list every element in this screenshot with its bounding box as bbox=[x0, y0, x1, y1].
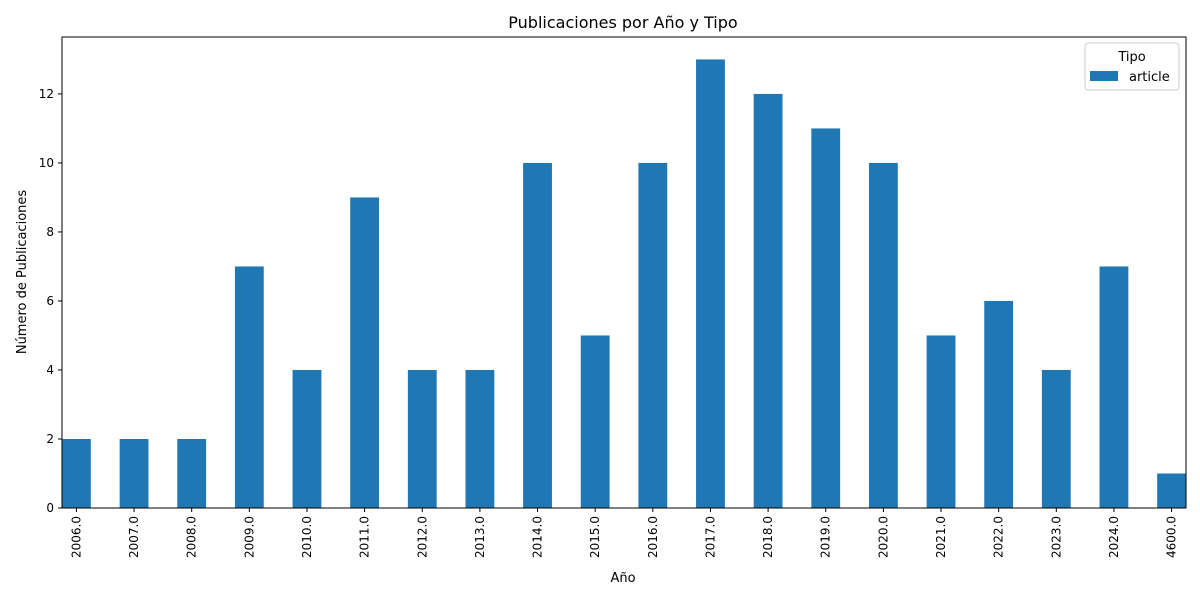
bar-2008.0 bbox=[177, 438, 207, 508]
chart-title: Publicaciones por Año y Tipo bbox=[508, 13, 737, 32]
y-tick-label: 10 bbox=[39, 156, 54, 170]
x-tick-label: 2006.0 bbox=[69, 516, 83, 558]
x-tick-label: 2017.0 bbox=[703, 516, 717, 558]
bar-2023.0 bbox=[1041, 369, 1071, 508]
x-axis: 2006.0 2007.0 2008.0 2009.0 2010.0 2011.0 2012… bbox=[69, 508, 1179, 558]
x-tick-label: 2009.0 bbox=[242, 516, 256, 558]
bars-group bbox=[62, 59, 1186, 509]
x-tick-label: 2008.0 bbox=[185, 516, 199, 558]
y-tick-label: 8 bbox=[46, 225, 54, 239]
x-tick-label: 2018.0 bbox=[761, 516, 775, 558]
bar-2017.0 bbox=[696, 59, 725, 509]
x-tick-label: 2020.0 bbox=[876, 516, 890, 558]
legend-title: Tipo bbox=[1117, 50, 1145, 65]
bar-2022.0 bbox=[984, 300, 1014, 508]
bar-2012.0 bbox=[407, 369, 437, 508]
x-tick-label: 2022.0 bbox=[992, 516, 1006, 558]
x-tick-label: 2010.0 bbox=[300, 516, 314, 558]
bar-2009.0 bbox=[234, 266, 264, 508]
bar-2011.0 bbox=[350, 197, 380, 508]
x-tick-label: 2014.0 bbox=[531, 516, 545, 558]
bar-2014.0 bbox=[523, 162, 552, 508]
legend-swatch bbox=[1090, 71, 1118, 81]
y-axis: 0 2 4 6 8 10 12 bbox=[39, 87, 62, 515]
y-tick-label: 6 bbox=[46, 294, 54, 308]
x-tick-label: 2024.0 bbox=[1107, 516, 1121, 558]
bar-2021.0 bbox=[926, 335, 956, 508]
legend-entry-label: article bbox=[1129, 70, 1170, 85]
bar-2013.0 bbox=[465, 369, 495, 508]
bar-2006.0 bbox=[62, 438, 91, 508]
x-tick-label: 2013.0 bbox=[473, 516, 487, 558]
x-axis-label: Año bbox=[610, 571, 635, 586]
bar-2020.0 bbox=[868, 162, 898, 508]
legend: Tipo article bbox=[1084, 42, 1180, 91]
bar-2007.0 bbox=[119, 438, 149, 508]
y-tick-label: 2 bbox=[46, 432, 54, 446]
y-tick-label: 12 bbox=[39, 87, 54, 101]
bar-4600.0 bbox=[1157, 473, 1186, 508]
bar-2016.0 bbox=[638, 162, 668, 508]
x-tick-label: 2007.0 bbox=[127, 516, 141, 558]
bar-2015.0 bbox=[580, 335, 610, 508]
x-tick-label: 2023.0 bbox=[1049, 516, 1063, 558]
plot-frame bbox=[61, 36, 1187, 509]
x-tick-label: 2011.0 bbox=[358, 516, 372, 558]
x-tick-label: 2012.0 bbox=[415, 516, 429, 558]
bar-2018.0 bbox=[753, 93, 783, 508]
x-tick-label: 2021.0 bbox=[934, 516, 948, 558]
x-tick-label: 2019.0 bbox=[819, 516, 833, 558]
bar-2019.0 bbox=[811, 128, 841, 508]
x-tick-label: 2015.0 bbox=[588, 516, 602, 558]
y-tick-label: 4 bbox=[46, 363, 54, 377]
bar-2024.0 bbox=[1099, 266, 1129, 508]
x-tick-label: 4600.0 bbox=[1165, 516, 1179, 558]
y-tick-label: 0 bbox=[46, 501, 54, 515]
bar-2010.0 bbox=[292, 369, 322, 508]
x-tick-label: 2016.0 bbox=[646, 516, 660, 558]
y-axis-label: Número de Publicaciones bbox=[15, 190, 30, 355]
